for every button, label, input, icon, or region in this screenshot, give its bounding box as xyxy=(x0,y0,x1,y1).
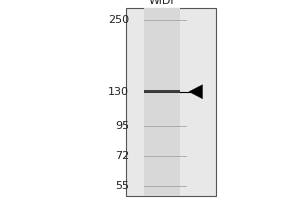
Text: 130: 130 xyxy=(108,87,129,97)
Text: 250: 250 xyxy=(108,15,129,25)
Text: 95: 95 xyxy=(115,121,129,131)
Bar xyxy=(144,90,180,93)
Bar xyxy=(126,8,216,196)
Text: 55: 55 xyxy=(115,181,129,191)
Text: 72: 72 xyxy=(115,151,129,161)
Polygon shape xyxy=(189,85,202,99)
Text: WiDr: WiDr xyxy=(148,0,176,6)
Bar xyxy=(144,8,180,196)
